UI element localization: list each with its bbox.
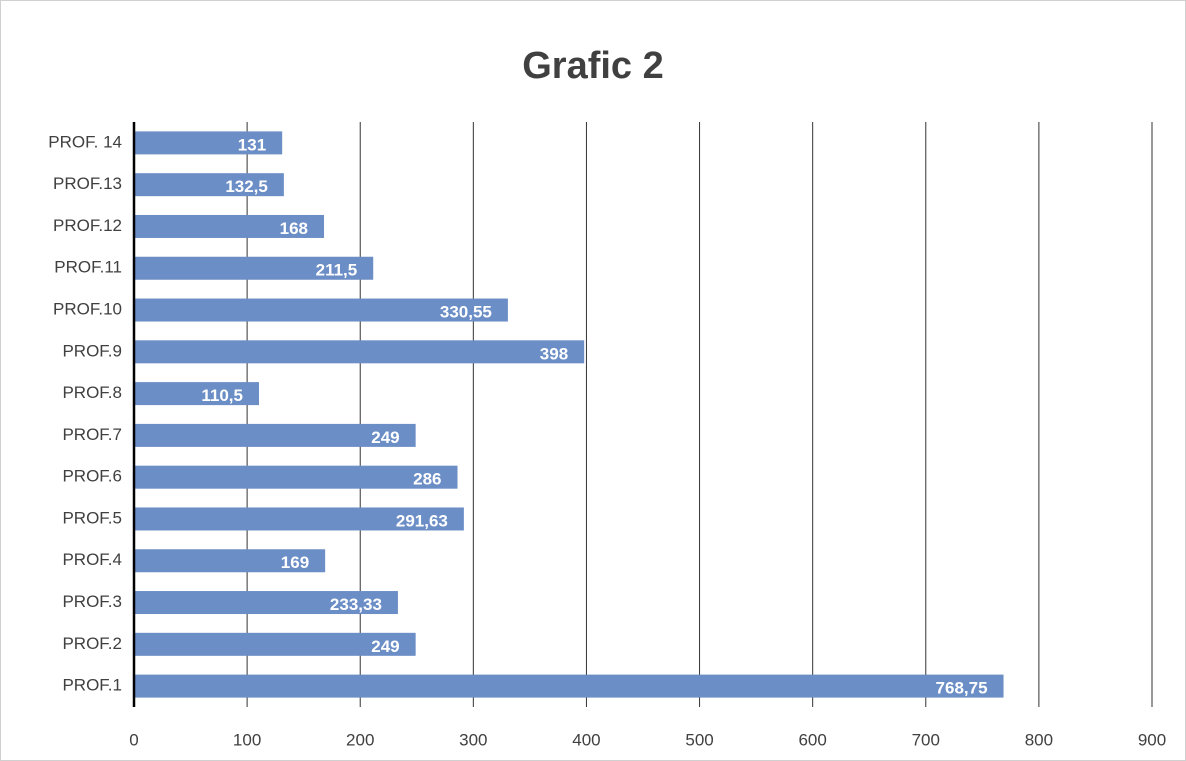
x-tick-label: 300 [459,730,487,749]
y-tick-label: PROF.5 [62,508,122,527]
bar [134,632,416,656]
data-label: 291,63 [396,511,448,530]
data-label: 168 [280,219,308,238]
bar [134,340,585,364]
data-label: 768,75 [936,679,988,698]
x-tick-label: 400 [572,730,600,749]
bar [134,465,458,489]
x-tick-label: 900 [1138,730,1166,749]
y-tick-label: PROF.12 [53,216,122,235]
bar [134,423,416,447]
x-tick-label: 500 [685,730,713,749]
x-tick-label: 200 [346,730,374,749]
data-label: 286 [413,470,441,489]
bar [134,382,259,406]
data-label: 211,5 [316,261,358,280]
bar [134,549,326,573]
y-tick-label: PROF.11 [54,258,122,277]
y-tick-label: PROF.9 [62,341,122,360]
x-tick-label: 0 [129,730,138,749]
data-label: 233,33 [330,595,382,614]
bar [134,214,325,238]
bar [134,591,398,615]
data-label: 330,55 [440,303,492,322]
data-label: 249 [371,428,399,447]
x-tick-label: 600 [798,730,826,749]
bar [134,173,284,197]
bar [134,674,1004,698]
data-label: 398 [540,344,568,363]
x-tick-label: 800 [1025,730,1053,749]
y-tick-label: PROF. 14 [48,132,122,151]
y-tick-label: PROF.7 [62,425,122,444]
x-tick-label: 100 [233,730,261,749]
y-tick-label: PROF.1 [62,676,122,695]
bar [134,131,283,155]
y-tick-label: PROF.10 [53,300,122,319]
data-label: 249 [371,637,399,656]
y-tick-label: PROF.13 [53,174,122,193]
data-label: 132,5 [225,177,268,196]
bar [134,298,508,322]
data-label: 131 [238,135,266,154]
bar [134,256,374,280]
chart-title: Grafic 2 [522,45,664,87]
x-tick-label: 700 [912,730,940,749]
y-tick-label: PROF.4 [62,550,122,569]
bar [134,507,464,531]
y-tick-label: PROF.3 [62,592,122,611]
y-tick-label: PROF.6 [62,467,122,486]
y-tick-label: PROF.8 [62,383,122,402]
data-label: 169 [281,553,309,572]
y-tick-label: PROF.2 [62,634,122,653]
data-label: 110,5 [201,386,243,405]
